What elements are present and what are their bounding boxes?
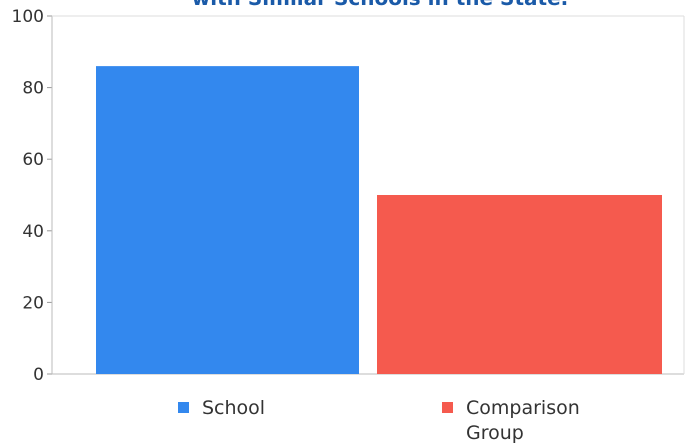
y-tick-label: 20 xyxy=(22,293,44,313)
y-tick-label: 0 xyxy=(33,365,44,385)
legend-item: Comparison Group xyxy=(442,397,580,444)
y-tick-label: 100 xyxy=(12,7,44,27)
legend: School Comparison Group xyxy=(178,397,580,444)
legend-item: School xyxy=(178,397,265,419)
chart-title: with Similar Schools in the State. xyxy=(192,0,569,10)
bar xyxy=(377,195,662,374)
y-tick-label: 60 xyxy=(22,150,44,170)
bar xyxy=(96,66,359,375)
legend-swatch xyxy=(178,402,189,413)
y-tick-label: 40 xyxy=(22,222,44,242)
legend-label: School xyxy=(202,397,265,419)
y-axis: 0 20 40 60 80 100 xyxy=(12,7,52,385)
legend-label: Group xyxy=(466,422,524,444)
y-tick-label: 80 xyxy=(22,79,44,99)
legend-label: Comparison xyxy=(466,397,580,419)
legend-swatch xyxy=(442,402,453,413)
bars xyxy=(96,66,662,375)
